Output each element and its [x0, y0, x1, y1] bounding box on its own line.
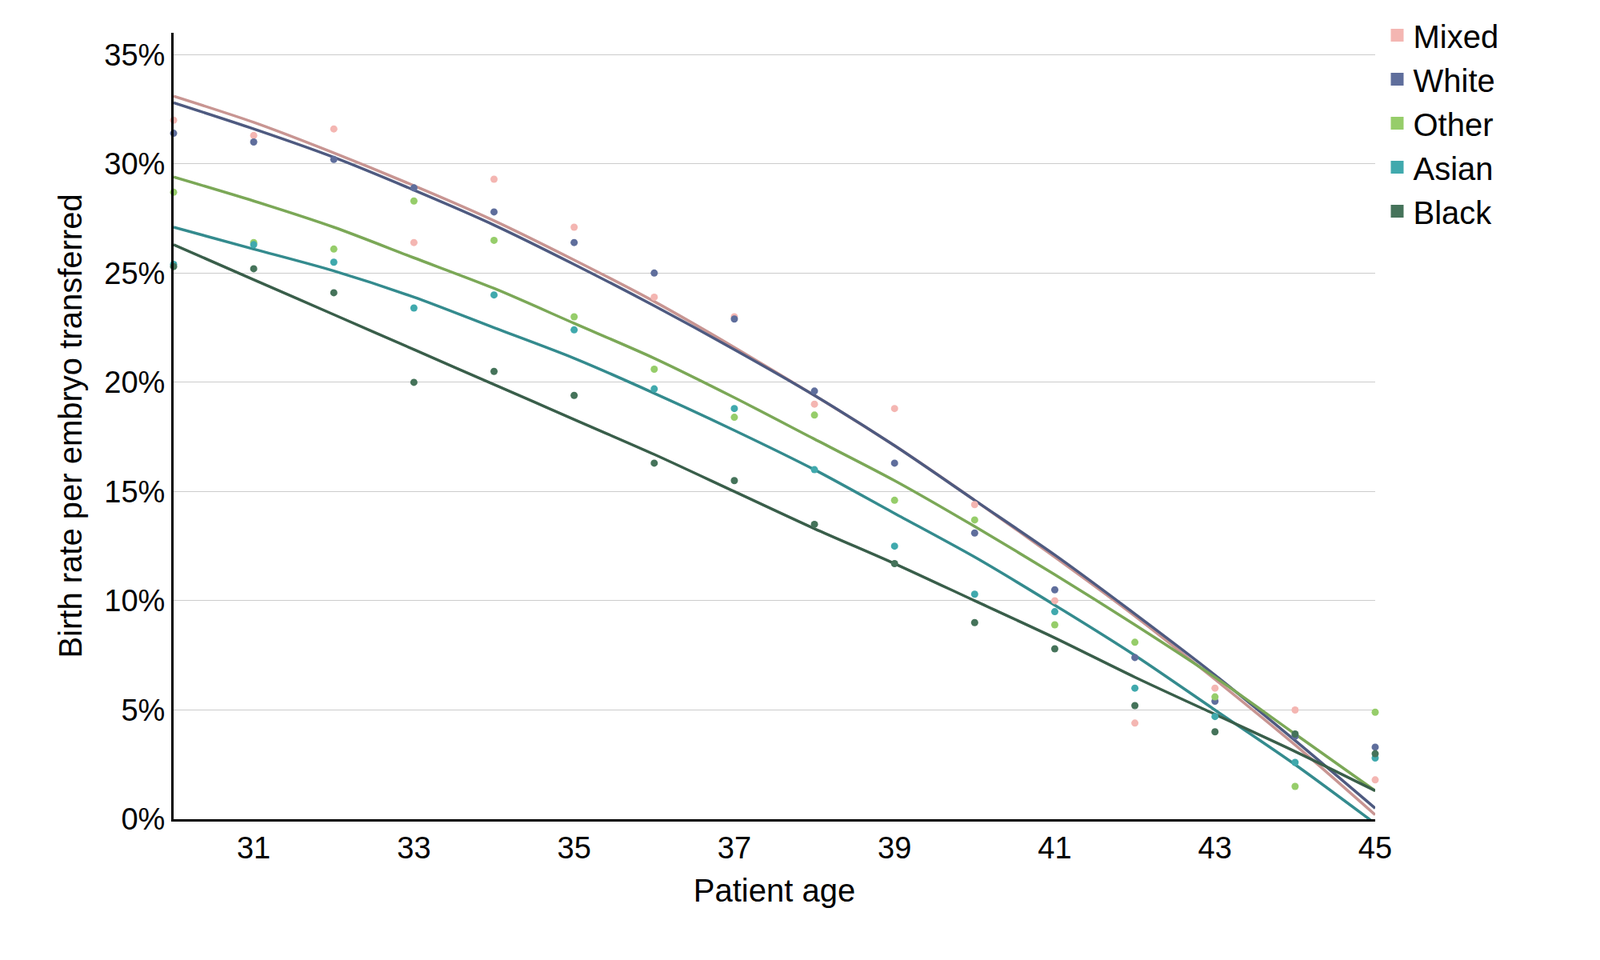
svg-text:5%: 5% [120, 693, 165, 728]
svg-text:Asian: Asian [1413, 151, 1494, 187]
svg-text:0%: 0% [120, 802, 165, 836]
svg-text:35%: 35% [104, 38, 165, 72]
svg-text:31: 31 [236, 831, 271, 865]
svg-text:39: 39 [877, 831, 912, 865]
svg-text:41: 41 [1037, 831, 1072, 865]
svg-text:10%: 10% [104, 584, 165, 618]
svg-text:30%: 30% [104, 147, 165, 181]
svg-text:White: White [1413, 63, 1496, 99]
svg-text:15%: 15% [104, 475, 165, 509]
svg-text:20%: 20% [104, 365, 165, 400]
svg-text:Patient age: Patient age [693, 872, 856, 908]
svg-text:25%: 25% [104, 256, 165, 291]
svg-text:33: 33 [396, 831, 431, 865]
svg-text:Other: Other [1413, 107, 1494, 143]
svg-text:Birth rate per embryo transfer: Birth rate per embryo transferred [52, 193, 88, 658]
svg-text:Mixed: Mixed [1413, 19, 1500, 55]
svg-text:37: 37 [717, 831, 752, 865]
svg-text:35: 35 [557, 831, 592, 865]
svg-text:43: 43 [1198, 831, 1232, 865]
svg-text:Black: Black [1413, 195, 1493, 231]
svg-text:45: 45 [1358, 831, 1392, 865]
